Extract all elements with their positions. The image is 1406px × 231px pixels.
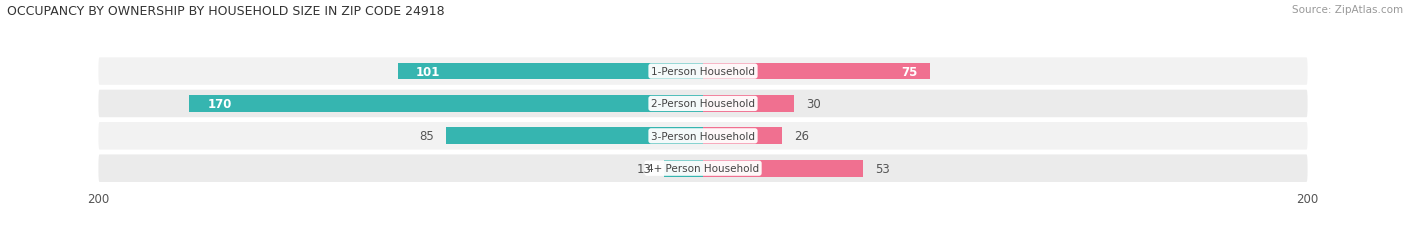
Text: 30: 30 <box>806 97 821 110</box>
Text: 53: 53 <box>876 162 890 175</box>
Bar <box>703 96 793 112</box>
Text: Source: ZipAtlas.com: Source: ZipAtlas.com <box>1292 5 1403 15</box>
Text: 85: 85 <box>419 130 434 143</box>
Bar <box>446 128 703 145</box>
Text: 1-Person Household: 1-Person Household <box>651 67 755 77</box>
Text: 3-Person Household: 3-Person Household <box>651 131 755 141</box>
Bar <box>703 160 863 177</box>
Bar <box>664 160 703 177</box>
Bar <box>703 63 929 80</box>
Text: 26: 26 <box>793 130 808 143</box>
Bar <box>188 96 703 112</box>
Text: 101: 101 <box>416 65 440 78</box>
Text: OCCUPANCY BY OWNERSHIP BY HOUSEHOLD SIZE IN ZIP CODE 24918: OCCUPANCY BY OWNERSHIP BY HOUSEHOLD SIZE… <box>7 5 444 18</box>
FancyBboxPatch shape <box>98 155 1308 182</box>
Bar <box>703 128 782 145</box>
FancyBboxPatch shape <box>98 58 1308 85</box>
Bar <box>398 63 703 80</box>
Text: 13: 13 <box>637 162 651 175</box>
FancyBboxPatch shape <box>98 122 1308 150</box>
Text: 2-Person Household: 2-Person Household <box>651 99 755 109</box>
Text: 4+ Person Household: 4+ Person Household <box>647 164 759 173</box>
FancyBboxPatch shape <box>98 90 1308 118</box>
Text: 75: 75 <box>901 65 918 78</box>
Text: 170: 170 <box>207 97 232 110</box>
